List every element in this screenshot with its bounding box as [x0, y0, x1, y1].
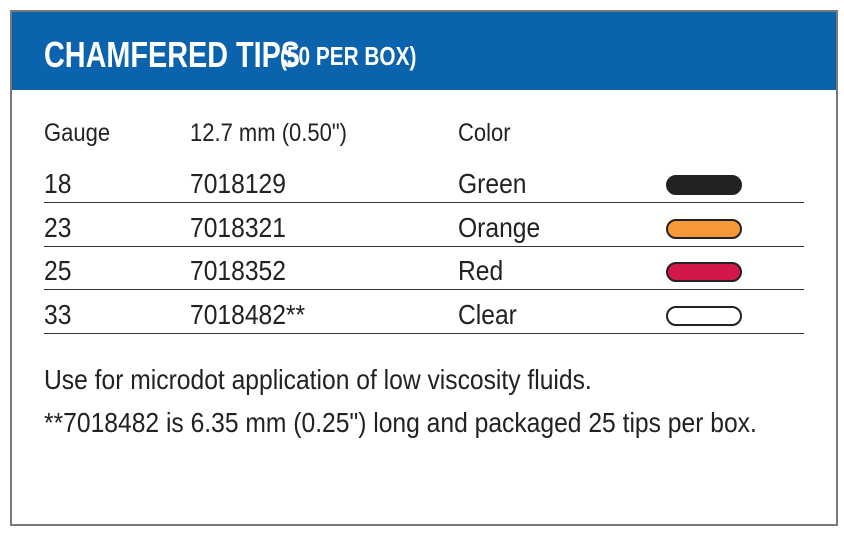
color-name: Orange: [458, 211, 541, 243]
subtitle: (50 PER BOX): [280, 41, 417, 71]
color-name: Clear: [458, 298, 517, 330]
row-rule: [44, 245, 804, 247]
color-swatch: [666, 218, 742, 239]
color-swatch: [666, 262, 742, 282]
column-header: 12.7 mm (0.50"): [190, 119, 347, 147]
gauge: 18: [44, 168, 72, 199]
row-rule: [44, 332, 804, 334]
part-number: 7018482**: [190, 298, 306, 330]
part-number: 7018352: [190, 255, 286, 286]
row-rule: [44, 289, 804, 290]
color-swatch: [666, 175, 742, 195]
gauge: 33: [44, 298, 72, 330]
note: Use for microdot application of low visc…: [44, 364, 592, 395]
part-number: 7018129: [190, 168, 286, 199]
row-rule: [44, 202, 804, 203]
part-number: 7018321: [190, 211, 286, 243]
color-name: Green: [458, 168, 527, 199]
card: CHAMFERED TIPS (50 PER BOX) Gauge 12.7 m…: [10, 10, 838, 526]
column-header: Gauge: [44, 119, 111, 147]
note: **7018482 is 6.35 mm (0.25") long and pa…: [44, 407, 757, 438]
color-name: Red: [458, 255, 504, 286]
title: CHAMFERED TIPS: [44, 34, 301, 75]
color-swatch: [666, 305, 742, 326]
gauge: 23: [44, 211, 72, 243]
gauge: 25: [44, 255, 72, 286]
header-band: [12, 12, 836, 90]
column-header: Color: [458, 119, 511, 147]
